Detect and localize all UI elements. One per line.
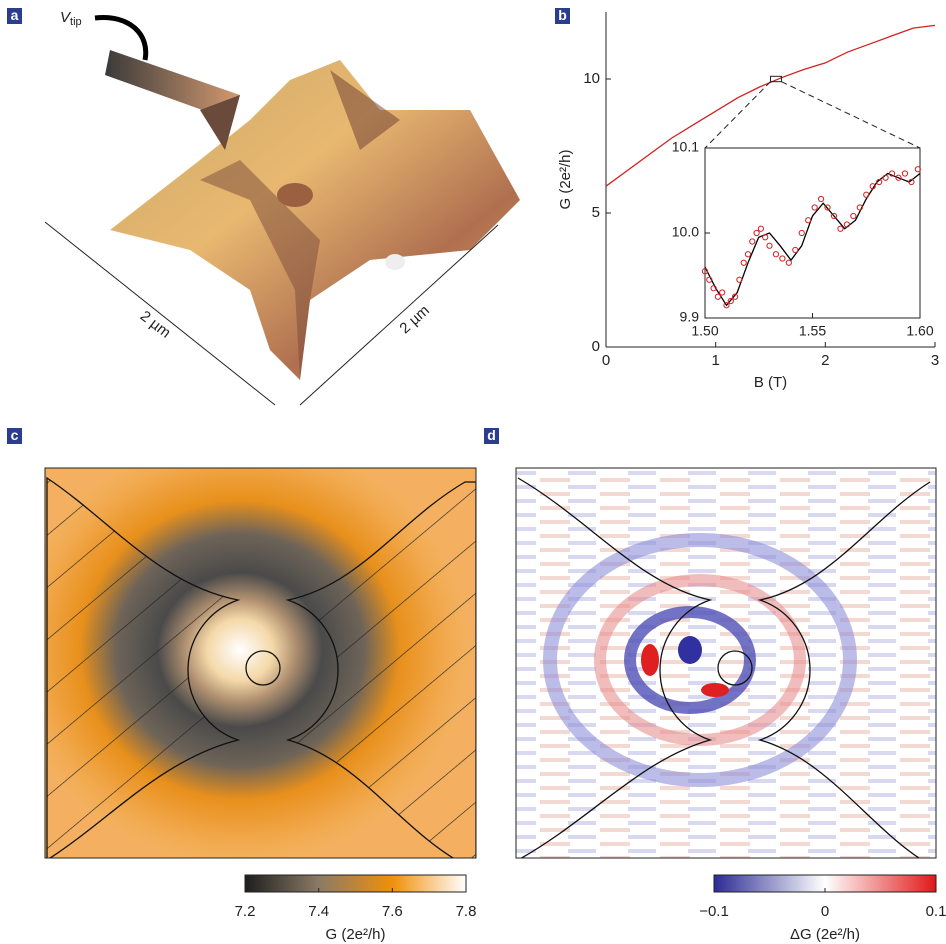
colorbar-tick-label: 7.8 [456,903,477,920]
x-tick-label: 3 [931,352,939,369]
y-tick-label: 10 [583,70,600,87]
panel-label: b [558,7,567,23]
y-tick-label: 0 [592,338,600,355]
scale-label: 2 µm [396,302,432,337]
x-tick-label: 1.50 [691,323,718,339]
y-tick-label: 10.1 [672,139,699,155]
zoom-line [781,82,920,148]
zoom-line [705,82,771,148]
y-tick-label: 10.0 [672,224,699,240]
y-tick-label: 9.9 [680,309,700,325]
x-tick-label: 2 [821,352,829,369]
difference-map [516,468,936,865]
tip-sub: tip [70,16,82,28]
colorbar-tick-label: 0 [821,903,829,920]
figure: 2 µm 2 µm Vtip a b c d 0 1 2 3 0 5 10 B (T) G (2e²/h… [0,0,946,944]
panel-label: d [487,427,496,443]
colorbar-tick-label: −0.1 [699,903,729,920]
colorbar-tick-label: 7.2 [235,903,256,920]
tip-label: Vtip [60,9,82,28]
conductance-map [10,435,476,865]
x-tick-label: 1 [711,352,719,369]
x-tick-label: 1.60 [906,323,933,339]
panel-label: c [11,427,19,443]
panel-label: a [11,7,19,23]
x-tick-label: 1.55 [799,323,826,339]
colorbar-label: G (2e²/h) [325,926,385,943]
colorbar-label: ΔG (2e²/h) [790,926,860,943]
scale-label: 2 µm [137,308,174,342]
x-tick-label: 0 [602,352,610,369]
colorbar-tick-label: 0.1 [926,903,946,920]
x-axis-label: B (T) [754,374,787,391]
y-axis-label: G (2e²/h) [557,149,574,209]
colorbar-tick-label: 7.4 [308,903,329,920]
y-tick-label: 5 [592,204,600,221]
colorbar [245,875,466,892]
colorbar-tick-label: 7.6 [382,903,403,920]
